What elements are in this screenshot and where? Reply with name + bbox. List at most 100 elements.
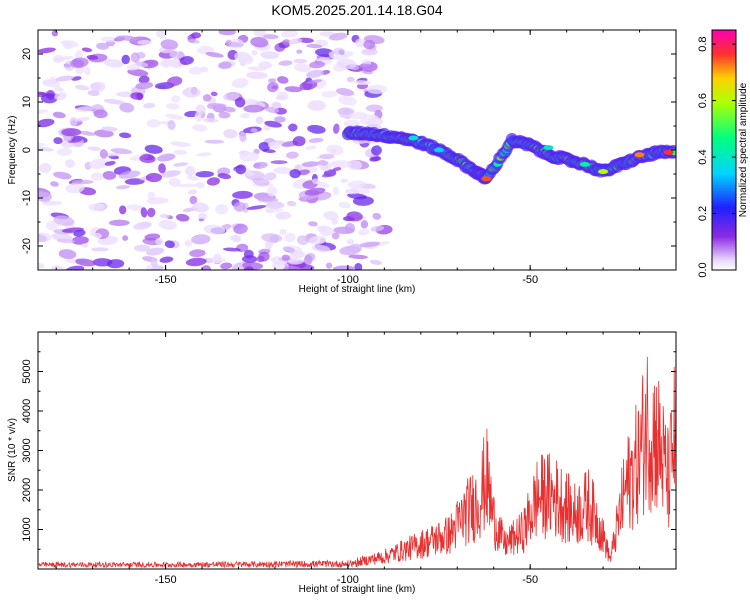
heatmap-cell [146, 207, 156, 218]
heatmap-peak [598, 169, 609, 175]
heatmap-cell [332, 167, 342, 172]
heatmap-cell [332, 186, 340, 196]
heatmap-cell [237, 54, 254, 65]
heatmap-cell [208, 103, 227, 108]
heatmap-cell [81, 243, 89, 248]
heatmap-cell [56, 147, 73, 156]
heatmap-cell [220, 262, 233, 270]
heatmap-cell [348, 111, 368, 120]
heatmap-cell [79, 131, 96, 136]
snr-y-label: SNR (10 * v/v) [7, 418, 18, 482]
heatmap-cell [187, 189, 198, 195]
heatmap-cell [202, 94, 212, 102]
heatmap-cell [160, 57, 172, 69]
heatmap-cell [286, 151, 299, 159]
heatmap-cell [184, 240, 193, 247]
heatmap-cell [311, 178, 321, 185]
x-tick-label: -150 [155, 274, 177, 286]
heatmap-cell [252, 177, 270, 186]
heatmap-cell [255, 116, 264, 125]
heatmap-cell [372, 212, 382, 220]
heatmap-cell [173, 162, 189, 167]
heatmap-cell [138, 75, 150, 84]
heatmap-cell [39, 162, 52, 174]
heatmap-cell [156, 30, 167, 38]
heatmap-cell [74, 84, 90, 91]
heatmap-cell [303, 254, 313, 265]
heatmap-cell [145, 172, 162, 183]
heatmap-cell [277, 91, 289, 101]
heatmap-cell [298, 169, 310, 176]
snr-series-line [38, 346, 676, 569]
heatmap-peak [663, 149, 674, 155]
heatmap-cell [179, 56, 194, 65]
heatmap-peak [434, 147, 444, 153]
heatmap-cell [102, 170, 117, 180]
heatmap-cell [294, 63, 312, 73]
heatmap-cell [361, 48, 378, 56]
heatmap-cell [189, 249, 206, 258]
heatmap-cell [185, 165, 196, 177]
heatmap-cell [194, 112, 202, 122]
heatmap-cell [121, 54, 130, 65]
heatmap-cell [165, 113, 184, 120]
heatmap-cell [133, 221, 152, 230]
heatmap-cell [223, 128, 238, 139]
heatmap-cell [88, 202, 106, 212]
heatmap-cell [70, 57, 89, 69]
heatmap-cell [289, 168, 301, 179]
heatmap-cell [215, 204, 229, 215]
heatmap-cell [233, 201, 246, 212]
heatmap-cell [205, 52, 224, 58]
heatmap-cell [86, 54, 99, 60]
heatmap-cell [157, 153, 176, 162]
heatmap-cell [265, 207, 273, 214]
spectrogram-y-label: Frequency (Hz) [7, 116, 18, 185]
heatmap-cell [187, 39, 200, 44]
heatmap-cell [133, 244, 151, 252]
heatmap-cell [60, 40, 79, 48]
heatmap-cell [119, 132, 132, 139]
heatmap-cell [110, 148, 133, 155]
heatmap-cell [319, 153, 335, 160]
heatmap-cell [139, 154, 156, 164]
heatmap-cell [87, 146, 101, 151]
y-tick-label: 2000 [21, 478, 33, 502]
heatmap-cell [234, 97, 246, 108]
heatmap-cell [99, 149, 108, 159]
heatmap-cell [53, 137, 63, 145]
y-tick-label: -10 [21, 190, 33, 206]
heatmap-cell [318, 160, 328, 166]
heatmap-cell [49, 76, 56, 85]
heatmap-cell [118, 170, 141, 179]
heatmap-cell [61, 128, 82, 137]
heatmap-cell [239, 151, 260, 162]
x-tick-label: -150 [155, 574, 177, 586]
colorbar-gradient [712, 30, 736, 270]
heatmap-cell [340, 178, 348, 183]
heatmap-cell [100, 36, 118, 42]
heatmap-cell [263, 124, 271, 131]
heatmap-cell [363, 39, 376, 50]
heatmap-cell [289, 250, 306, 259]
heatmap-cell [250, 128, 258, 133]
heatmap-cell [308, 137, 324, 143]
colorbar-tick-label: 0.0 [697, 262, 709, 277]
heatmap-cell [308, 235, 327, 245]
heatmap-cell [42, 201, 63, 206]
heatmap-cell [346, 76, 355, 83]
heatmap-cell [55, 75, 74, 82]
heatmap-cell [167, 120, 176, 130]
heatmap-cell [218, 61, 232, 69]
heatmap-cell [54, 86, 64, 92]
heatmap-cell [246, 71, 268, 80]
heatmap-cell [288, 123, 298, 132]
heatmap-cell [74, 117, 90, 122]
colorbar-tick-label: 0.8 [697, 36, 709, 51]
heatmap-cell [306, 43, 323, 49]
heatmap-peak [634, 152, 645, 158]
heatmap-cell [38, 234, 48, 243]
heatmap-cell [84, 66, 91, 76]
heatmap-cell [87, 90, 100, 97]
spectrogram-y-ticks: -20 -10 0 10 20 [21, 29, 676, 271]
